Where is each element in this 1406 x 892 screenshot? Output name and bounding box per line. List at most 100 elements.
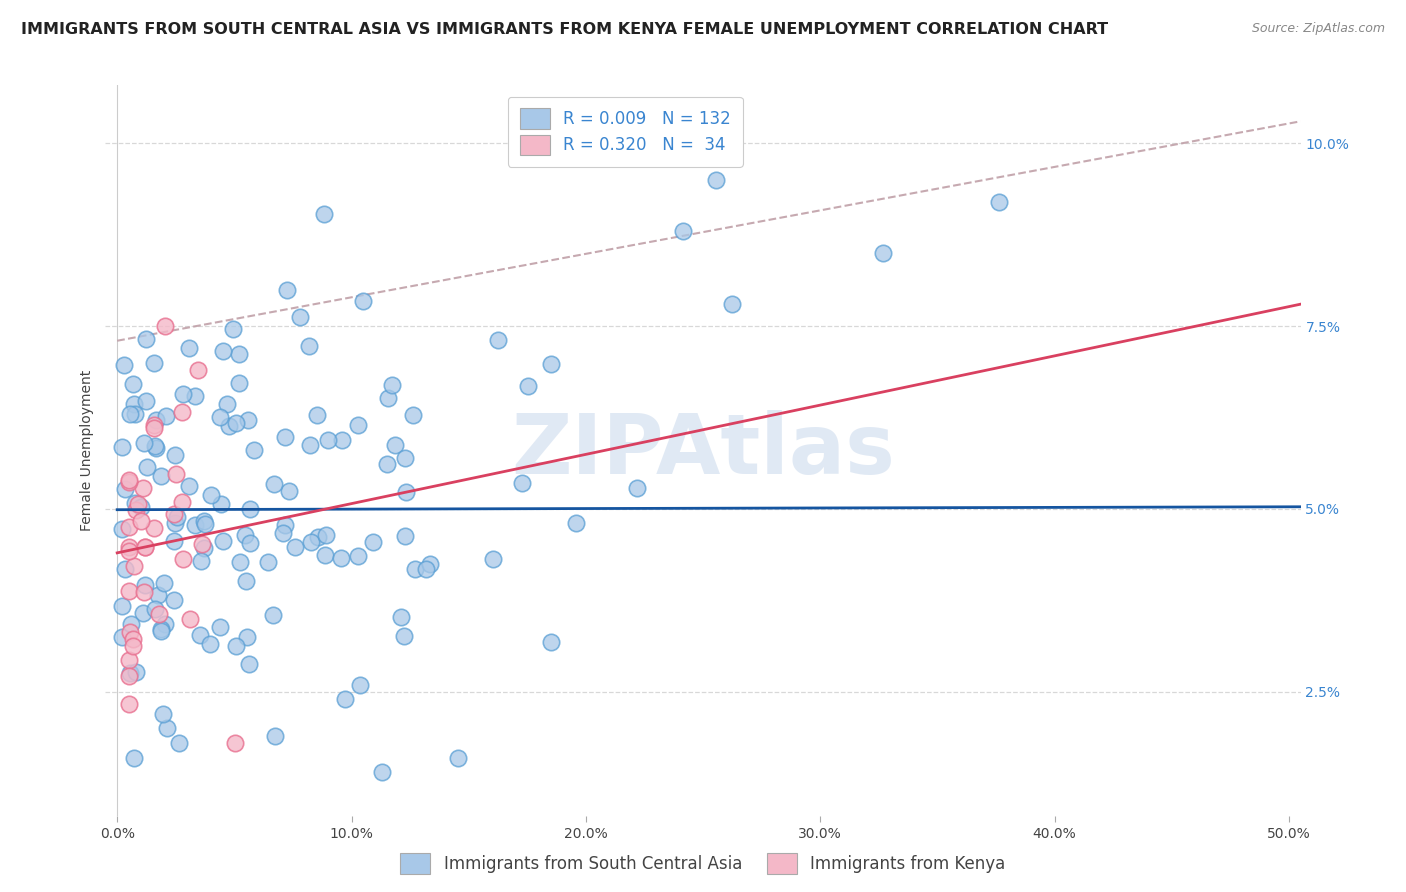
Point <box>347 549 370 563</box>
Point <box>136 460 159 475</box>
Point <box>187 363 209 377</box>
Point <box>264 729 287 743</box>
Point <box>540 357 562 371</box>
Point <box>166 509 188 524</box>
Point <box>150 622 173 636</box>
Point <box>236 413 259 427</box>
Point <box>118 544 141 558</box>
Point <box>565 516 588 530</box>
Point <box>872 246 894 260</box>
Point <box>488 333 510 347</box>
Point <box>188 628 211 642</box>
Point <box>318 433 340 447</box>
Text: Source: ZipAtlas.com: Source: ZipAtlas.com <box>1251 22 1385 36</box>
Point <box>332 433 354 447</box>
Point <box>298 339 321 353</box>
Point <box>238 657 260 671</box>
Point <box>184 518 207 533</box>
Point <box>134 540 156 554</box>
Point <box>120 616 142 631</box>
Point <box>134 577 156 591</box>
Point <box>222 322 245 336</box>
Point <box>193 514 215 528</box>
Point <box>165 516 187 531</box>
Point <box>118 584 141 599</box>
Point <box>142 521 165 535</box>
Point <box>163 533 186 548</box>
Point <box>172 552 194 566</box>
Point <box>419 558 441 572</box>
Point <box>135 332 157 346</box>
Point <box>375 457 398 471</box>
Point <box>209 498 232 512</box>
Point <box>262 607 284 622</box>
Point <box>142 357 165 371</box>
Point <box>118 520 141 534</box>
Point <box>163 593 186 607</box>
Point <box>165 448 187 462</box>
Point <box>111 441 134 455</box>
Point <box>211 343 233 358</box>
Point <box>127 497 149 511</box>
Point <box>190 554 212 568</box>
Point <box>307 530 329 544</box>
Point <box>239 502 262 516</box>
Point <box>224 736 246 750</box>
Point <box>118 653 141 667</box>
Point <box>111 599 134 614</box>
Point <box>129 500 152 515</box>
Point <box>263 477 285 491</box>
Point <box>312 207 335 221</box>
Point <box>114 562 136 576</box>
Point <box>152 706 174 721</box>
Point <box>447 750 470 764</box>
Point <box>349 678 371 692</box>
Y-axis label: Female Unemployment: Female Unemployment <box>80 370 94 531</box>
Point <box>111 522 134 536</box>
Point <box>153 576 176 591</box>
Point <box>315 528 337 542</box>
Point <box>284 540 307 554</box>
Point <box>118 473 141 487</box>
Point <box>233 528 256 542</box>
Point <box>215 397 238 411</box>
Point <box>120 665 142 680</box>
Point <box>225 639 247 653</box>
Point <box>626 481 648 495</box>
Point <box>305 409 328 423</box>
Point <box>132 585 155 599</box>
Point <box>163 508 186 522</box>
Point <box>167 736 190 750</box>
Point <box>987 194 1010 209</box>
Text: ZIPAtlas: ZIPAtlas <box>510 410 896 491</box>
Point <box>143 440 166 454</box>
Point <box>114 483 136 497</box>
Point <box>225 417 247 431</box>
Point <box>179 612 201 626</box>
Point <box>194 517 217 532</box>
Point <box>124 496 146 510</box>
Point <box>118 669 141 683</box>
Point <box>172 387 194 401</box>
Point <box>384 438 406 452</box>
Point <box>122 639 145 653</box>
Point <box>299 534 322 549</box>
Point <box>298 437 321 451</box>
Point <box>517 379 540 393</box>
Point <box>145 441 167 455</box>
Point <box>129 514 152 528</box>
Point <box>274 430 297 444</box>
Point <box>229 555 252 569</box>
Point <box>288 310 311 325</box>
Point <box>415 562 437 576</box>
Point <box>118 475 141 489</box>
Point <box>314 548 336 562</box>
Point <box>148 607 170 622</box>
Point <box>401 408 423 422</box>
Point <box>122 376 145 391</box>
Point <box>118 624 141 639</box>
Point <box>394 529 416 543</box>
Point <box>177 341 200 355</box>
Legend: Immigrants from South Central Asia, Immigrants from Kenya: Immigrants from South Central Asia, Immi… <box>392 845 1014 882</box>
Point <box>145 413 167 427</box>
